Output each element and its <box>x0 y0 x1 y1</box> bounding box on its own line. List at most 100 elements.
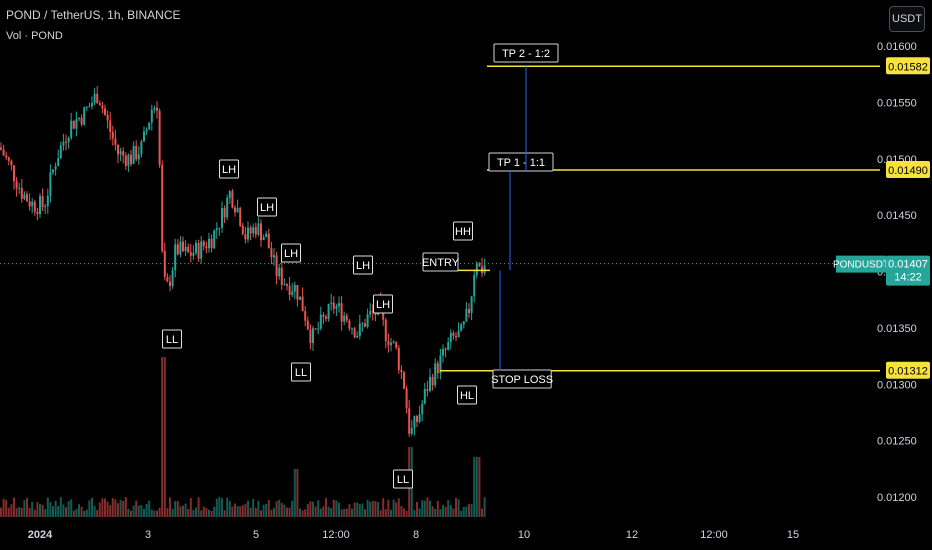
volume-bar <box>327 506 330 517</box>
volume-bar <box>15 508 18 517</box>
candle-body <box>192 253 195 256</box>
volume-bar <box>202 506 205 517</box>
volume-bar <box>174 501 177 517</box>
candle-body <box>49 172 52 196</box>
candle-body <box>109 120 112 132</box>
volume-bar <box>70 499 73 517</box>
candle-body <box>78 117 80 120</box>
volume-bar <box>439 509 442 517</box>
candle-body <box>106 114 109 121</box>
candle-body <box>208 238 210 249</box>
volume-bar <box>228 501 231 517</box>
volume-bar <box>473 457 476 517</box>
candle-body <box>7 157 10 161</box>
candle-body <box>301 296 304 312</box>
volume-bar <box>215 498 218 517</box>
currency-button[interactable]: USDT <box>889 6 925 32</box>
volume-bar <box>166 508 169 517</box>
candles <box>0 85 486 437</box>
candle-body <box>340 303 343 322</box>
volume-bar <box>205 507 208 517</box>
volume-bar <box>140 505 143 517</box>
candle-body <box>137 154 140 160</box>
volume-bar <box>314 506 317 517</box>
candle-body <box>439 355 442 374</box>
volume-bar <box>288 507 291 517</box>
volume-bar <box>387 499 390 517</box>
candle-body <box>148 122 151 130</box>
candle-body <box>182 241 184 252</box>
volume-bar <box>475 457 478 517</box>
structure-label-box <box>353 255 373 275</box>
volume-bar <box>135 500 138 517</box>
volume-bar <box>130 510 132 517</box>
candle-body <box>260 223 262 241</box>
candle-body <box>364 323 366 327</box>
volume-bar <box>44 509 47 517</box>
volume-label: Vol · POND <box>6 30 63 42</box>
candle-body <box>265 233 268 238</box>
volume-bar <box>267 499 270 517</box>
candle-body <box>416 416 418 422</box>
volume-bar <box>124 497 127 517</box>
volume-bar <box>330 508 333 517</box>
volume-bar <box>426 497 429 517</box>
chart-title: POND / TetherUS, 1h, BINANCE <box>6 8 181 22</box>
candle-body <box>405 388 408 409</box>
symbol-tag <box>836 255 886 273</box>
candle-body <box>57 158 60 167</box>
candle-body <box>296 285 299 300</box>
volume-bar <box>239 506 242 517</box>
volume-bar <box>405 510 408 517</box>
volume-bar <box>358 503 361 517</box>
symbol-tag-text: PONDUSDT <box>833 260 889 271</box>
time-axis-tick: 15 <box>787 529 799 541</box>
candle-body <box>418 414 421 422</box>
volume-bar <box>39 504 41 517</box>
current-price-tag <box>886 255 930 286</box>
volume-bar <box>431 506 434 517</box>
candle-body <box>309 329 312 344</box>
volume-bar <box>96 510 99 517</box>
structure-label-box <box>281 243 301 263</box>
volume-bar <box>369 501 372 517</box>
candle-body <box>348 320 351 329</box>
volume-bar <box>132 505 135 517</box>
candle-body <box>65 141 67 143</box>
volume-bar <box>478 457 481 517</box>
candle-body <box>117 144 119 155</box>
volume-bar <box>252 498 255 517</box>
volume-bar <box>80 506 83 517</box>
candle-body <box>304 311 307 321</box>
candle-body <box>382 308 385 320</box>
candle-body <box>205 246 208 249</box>
candle-body <box>132 146 135 164</box>
candle-body <box>85 107 88 109</box>
volume-bar <box>26 498 28 517</box>
volume-bar <box>145 503 148 517</box>
volume-bar <box>91 497 93 517</box>
volume-bar <box>143 508 145 517</box>
structure-label: LH <box>284 248 298 260</box>
structure-label-box <box>373 294 393 314</box>
level-label-box <box>488 152 554 172</box>
candle-body <box>387 341 390 346</box>
candle-body <box>475 263 478 276</box>
volume-bar <box>332 499 335 517</box>
candle-body <box>413 416 416 428</box>
candle-body <box>452 332 455 336</box>
candle-body <box>249 227 252 234</box>
volume-bar <box>343 508 346 517</box>
volume-bar <box>148 500 151 517</box>
candle-body <box>200 241 203 259</box>
candle-body <box>345 315 348 321</box>
volume-bar <box>452 508 455 517</box>
structure-label: LH <box>376 299 390 311</box>
volume-bar <box>364 509 366 517</box>
candle-body <box>457 330 460 338</box>
time-axis-tick: 10 <box>518 529 530 541</box>
countdown-text: 14:22 <box>894 272 922 284</box>
volume-bar <box>400 506 403 517</box>
time-axis-tick: 2024 <box>28 529 53 541</box>
